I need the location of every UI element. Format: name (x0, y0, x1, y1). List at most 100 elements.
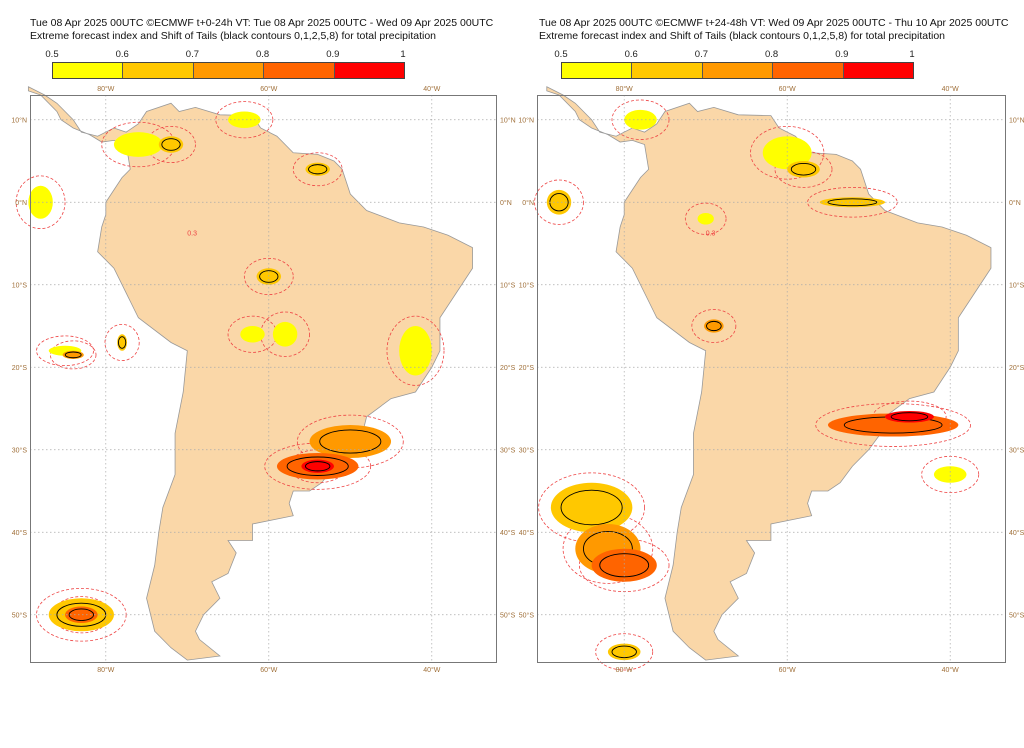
efi-shading (933, 466, 967, 483)
lat-label: 0°N (522, 199, 534, 207)
colorbar-label: 0.9 (835, 49, 849, 60)
lat-label: 50°S (12, 611, 28, 619)
lon-label: 60°W (260, 666, 278, 674)
lat-label: 40°S (500, 529, 516, 537)
colorbar-label: 0.8 (255, 49, 270, 60)
map-frame (537, 95, 1006, 663)
efi-contour-0.3 (296, 414, 404, 469)
efi-shading (240, 326, 265, 343)
colorbar-label: 0.7 (185, 49, 199, 60)
efi-contour-0.3 (534, 179, 584, 225)
colorbar-bin (53, 63, 124, 78)
colorbar-label: 0.5 (554, 49, 568, 60)
lat-label: 20°S (519, 364, 535, 372)
sot-contour (319, 429, 382, 454)
efi-contour-0.3 (595, 633, 654, 671)
colorbar-bin (264, 63, 335, 78)
colorbar-label: 0.5 (45, 49, 59, 60)
lon-label: 80°W (616, 666, 634, 674)
efi-map: 0.3 80°W 80°W 60°W 60°W 40°W 40°W 10°N 10°N 0°N 0°… (11, 85, 515, 674)
colorbar-label: 0.7 (694, 49, 708, 60)
lat-label: 10°S (500, 281, 516, 289)
efi-shading (228, 111, 261, 128)
efi-contour-0.3 (15, 175, 66, 230)
lat-label: 20°S (1009, 364, 1024, 372)
colorbar (561, 62, 914, 79)
efi-contour-0.3 (49, 340, 97, 370)
lat-label: 40°S (12, 529, 28, 537)
lat-label: 0°N (1009, 199, 1021, 207)
efi-shading (113, 132, 163, 157)
colorbar-bin (123, 63, 194, 78)
colorbar (52, 62, 405, 79)
lat-label: 40°S (1009, 529, 1024, 537)
lat-label: 10°S (1009, 281, 1024, 289)
lat-label: 30°S (519, 446, 535, 454)
efi-map: 0.3 80°W 80°W 60°W 60°W 40°W 40°W 10°N 10°N 0°N 0°… (518, 85, 1024, 674)
lat-label: 10°N (518, 116, 534, 124)
colorbar-bin (843, 63, 914, 78)
colorbar-label: 0.8 (764, 49, 779, 60)
sot-contour (560, 489, 623, 526)
efi-contour-0.3 (538, 472, 645, 543)
efi-contour-0.3 (104, 323, 140, 362)
sot-contour (286, 456, 349, 476)
efi-contour-0.3 (386, 315, 445, 386)
sot-contour (890, 412, 929, 422)
efi-contour-0.3 (36, 335, 94, 366)
lon-label: 80°W (97, 666, 115, 674)
sot-contour (161, 138, 181, 151)
sot-contour (706, 320, 722, 332)
lat-label: 50°S (1009, 611, 1024, 619)
lat-label: 10°N (1009, 116, 1024, 124)
colorbar-bin (702, 63, 774, 78)
sot-contour (117, 336, 127, 349)
efi-shading (697, 212, 714, 225)
colorbar-bin (773, 63, 844, 78)
lat-label: 30°S (12, 446, 28, 454)
lon-label: 40°W (942, 666, 960, 674)
efi-contour-0.3 (292, 152, 343, 187)
efi-shading (28, 185, 53, 219)
efi-shading (624, 109, 657, 130)
efi-shading (550, 482, 633, 533)
colorbar-label: 0.6 (624, 49, 638, 60)
panel-subtitle: Extreme forecast index and Shift of Tail… (539, 30, 946, 42)
efi-contour-0.3 (684, 202, 727, 235)
efi-shading (272, 321, 298, 347)
colorbar-label: 1 (909, 49, 915, 60)
lat-label: 10°N (500, 116, 516, 124)
lon-label: 40°W (423, 666, 441, 674)
panel-title: Tue 08 Apr 2025 00UTC ©ECMWF t+24-48h VT… (539, 17, 1009, 29)
contour-label: 0.3 (187, 230, 197, 237)
efi-shading (762, 136, 812, 170)
colorbar-bin (562, 63, 633, 78)
panel-day1: Tue 08 Apr 2025 00UTC ©ECMWF t+0-24h VT:… (11, 17, 515, 674)
efi-contour-0.3 (750, 125, 825, 180)
lat-label: 10°S (12, 281, 28, 289)
colorbar-bin (334, 63, 405, 78)
lon-label: 80°W (97, 85, 115, 93)
lat-label: 0°N (15, 199, 27, 207)
colorbar-label: 0.9 (326, 49, 340, 60)
colorbar-label: 0.6 (115, 49, 129, 60)
sot-contour (259, 270, 279, 283)
lon-label: 60°W (779, 666, 797, 674)
lat-label: 20°S (12, 364, 28, 372)
lat-label: 50°S (519, 611, 535, 619)
sot-contour (827, 198, 878, 207)
panel-title: Tue 08 Apr 2025 00UTC ©ECMWF t+0-24h VT:… (30, 17, 494, 29)
sot-contour (308, 164, 328, 175)
lat-label: 50°S (500, 611, 516, 619)
sot-contour (56, 602, 107, 627)
colorbar-label: 1 (400, 49, 406, 60)
lon-label: 40°W (942, 85, 960, 93)
lat-label: 0°N (500, 199, 512, 207)
lon-label: 40°W (423, 85, 441, 93)
lon-label: 60°W (260, 85, 278, 93)
panel-day2: Tue 08 Apr 2025 00UTC ©ECMWF t+24-48h VT… (512, 0, 1024, 748)
lat-label: 30°S (500, 446, 516, 454)
lon-label: 80°W (616, 85, 634, 93)
efi-shading (399, 326, 432, 376)
lat-label: 10°S (519, 281, 535, 289)
